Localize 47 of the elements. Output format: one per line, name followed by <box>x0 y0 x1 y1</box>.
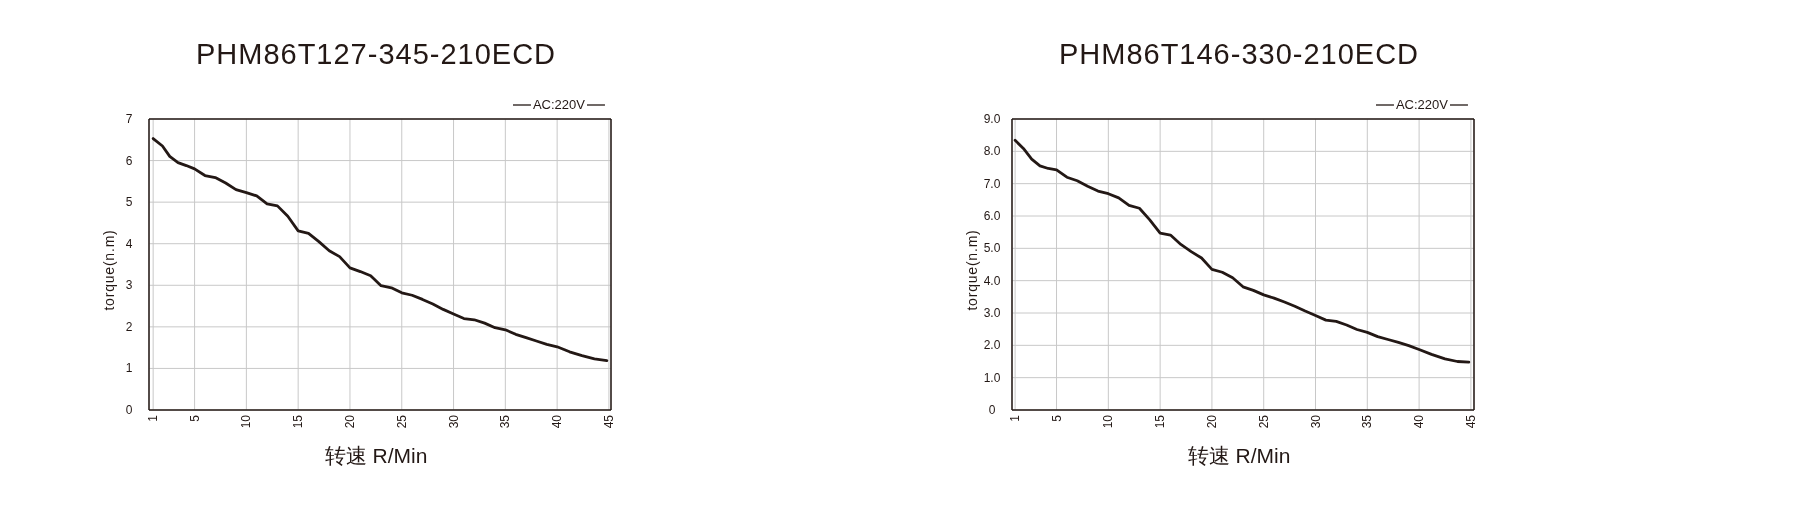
y-tick-label: 5.0 <box>983 241 1001 256</box>
y-tick-label: 2.0 <box>983 338 1001 353</box>
y-tick-label: 6.0 <box>983 209 1001 223</box>
x-tick-label: 20 <box>342 414 357 429</box>
x-tick-label: 5 <box>187 414 202 422</box>
y-tick-label: 5 <box>125 195 133 210</box>
y-tick-label: 4.0 <box>983 273 1001 288</box>
x-axis-title: 转速 R/Min <box>324 444 428 467</box>
x-tick-label: 25 <box>1256 414 1271 429</box>
y-tick-label: 0 <box>125 403 133 417</box>
y-axis-title: torque(n.m) <box>101 228 117 311</box>
x-tick-label: 10 <box>239 414 254 429</box>
x-tick-label: 20 <box>1204 414 1219 429</box>
y-axis-title: torque(n.m) <box>964 228 980 311</box>
x-tick-label: 25 <box>394 414 409 429</box>
y-tick-label: 3.0 <box>983 306 1001 320</box>
x-tick-label: 15 <box>1153 414 1168 429</box>
x-tick-label: 30 <box>1308 414 1323 429</box>
x-axis-title: 转速 R/Min <box>1187 444 1291 467</box>
x-tick-label: 40 <box>1412 414 1427 429</box>
y-tick-label: 1 <box>125 361 133 376</box>
x-tick-label: 45 <box>1463 414 1478 429</box>
line-series <box>151 137 609 362</box>
y-tick-label: 9.0 <box>983 112 1001 126</box>
y-tick-label: 7 <box>125 112 133 126</box>
y-tick-label: 2 <box>125 319 133 334</box>
x-tick-label: 30 <box>446 414 461 429</box>
y-tick-label: 0 <box>988 403 996 417</box>
y-tick-label: 3 <box>125 278 133 293</box>
x-tick-label: 10 <box>1101 414 1116 429</box>
legend-label: AC:220V <box>1395 97 1448 113</box>
legend-label: AC:220V <box>532 97 585 113</box>
x-tick-label: 15 <box>291 414 306 429</box>
y-tick-label: 1.0 <box>983 370 1001 385</box>
x-tick-label: 5 <box>1049 414 1064 422</box>
y-tick-label: 7.0 <box>983 176 1001 191</box>
y-tick-label: 6 <box>125 153 133 168</box>
y-tick-label: 4 <box>125 236 133 251</box>
chart-title: PHM86T146-330-210ECD <box>1058 38 1420 70</box>
x-tick-label: 45 <box>601 414 616 429</box>
chart-title: PHM86T127-345-210ECD <box>195 38 557 70</box>
y-tick-label: 8.0 <box>983 144 1001 159</box>
x-tick-label: 40 <box>550 414 565 429</box>
x-tick-label: 35 <box>1360 414 1375 429</box>
x-tick-label: 35 <box>498 414 513 429</box>
x-tick-label: 1 <box>1008 414 1023 422</box>
x-tick-label: 1 <box>146 414 161 422</box>
